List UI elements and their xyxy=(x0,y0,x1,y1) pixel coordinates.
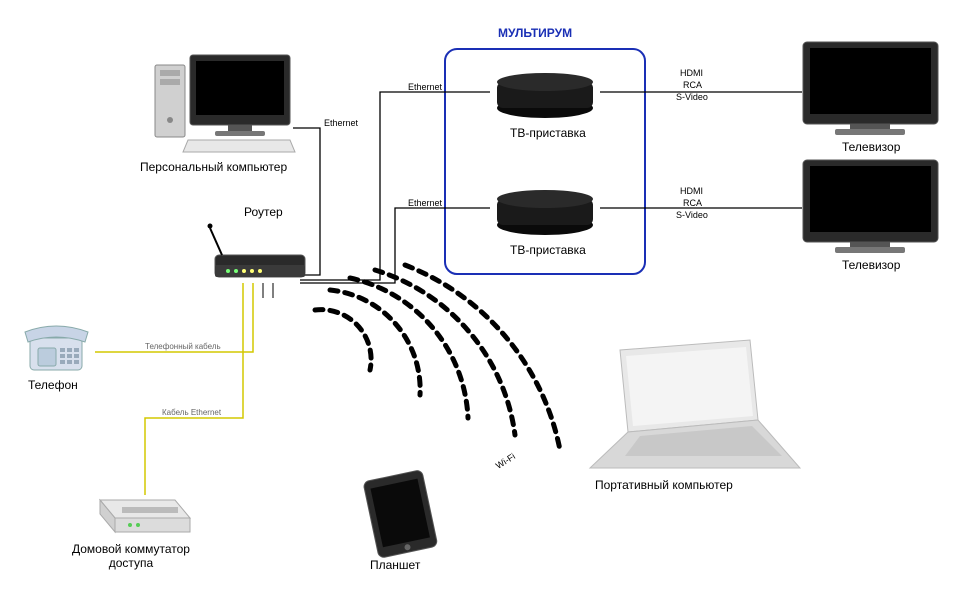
tv2-label: Телевизор xyxy=(842,258,900,272)
switch-label: Домовой коммутатор доступа xyxy=(72,542,190,570)
tv-1-icon xyxy=(803,42,938,135)
tv-2-icon xyxy=(803,160,938,253)
stb1-label: ТВ-приставка xyxy=(510,126,586,140)
settop-box-2-icon xyxy=(497,190,593,235)
hdmi-1-label: HDMI xyxy=(680,68,703,78)
edge-router-switch xyxy=(145,283,243,495)
edge-router-pc xyxy=(293,128,320,275)
wifi-arcs xyxy=(315,265,560,450)
eth-cable-label: Кабель Ethernet xyxy=(162,408,221,417)
tablet-icon xyxy=(363,470,438,559)
settop-box-1-icon xyxy=(497,73,593,118)
laptop-label: Портативный компьютер xyxy=(595,478,733,492)
tablet-label: Планшет xyxy=(370,558,420,572)
svideo-1-label: S-Video xyxy=(676,92,708,102)
edge-router-stb2 xyxy=(300,208,490,283)
router-icon xyxy=(208,224,306,278)
ethernet-pc-label: Ethernet xyxy=(324,118,358,128)
phone-label: Телефон xyxy=(28,378,78,392)
hdmi-2-label: HDMI xyxy=(680,186,703,196)
desktop-pc-icon xyxy=(155,55,295,152)
pc-label: Персональный компьютер xyxy=(140,160,287,174)
laptop-icon xyxy=(590,340,800,468)
tv1-label: Телевизор xyxy=(842,140,900,154)
ethernet-stb1-label: Ethernet xyxy=(408,82,442,92)
router-label: Роутер xyxy=(244,205,283,219)
ethernet-stb2-label: Ethernet xyxy=(408,198,442,208)
svideo-2-label: S-Video xyxy=(676,210,708,220)
phone-icon xyxy=(25,326,88,370)
rca-2-label: RCA xyxy=(683,198,702,208)
phone-cable-label: Телефонный кабель xyxy=(145,342,221,351)
network-diagram-canvas xyxy=(0,0,963,600)
rca-1-label: RCA xyxy=(683,80,702,90)
stb2-label: ТВ-приставка xyxy=(510,243,586,257)
home-switch-icon xyxy=(100,500,190,532)
multiroom-title: МУЛЬТИРУМ xyxy=(498,26,572,40)
